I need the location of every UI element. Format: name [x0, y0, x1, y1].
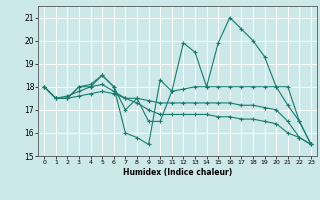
X-axis label: Humidex (Indice chaleur): Humidex (Indice chaleur) [123, 168, 232, 177]
